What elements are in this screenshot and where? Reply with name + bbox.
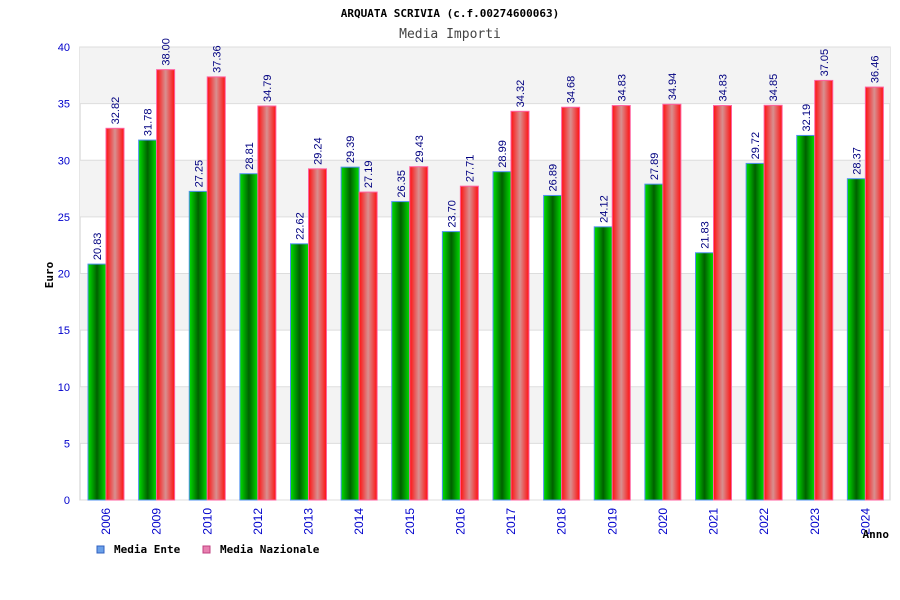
x-tick-label: 2006: [99, 508, 113, 535]
y-tick-label: 40: [58, 42, 70, 54]
bar-media-ente-2006: [87, 263, 107, 501]
y-tick-label: 0: [64, 495, 70, 507]
data-label: 34.83: [718, 74, 730, 102]
data-label: 29.39: [345, 136, 357, 164]
y-axis-label: Euro: [43, 261, 56, 288]
chart-title: ARQUATA SCRIVIA (c.f.00274600063): [341, 7, 560, 20]
bar-media-ente-2009: [138, 139, 158, 501]
x-tick-label: 2009: [150, 508, 164, 535]
x-tick-label: 2016: [453, 508, 467, 535]
data-label: 32.82: [110, 97, 122, 125]
bar-media-nazionale-2019: [611, 105, 631, 501]
bar-media-ente-2024: [846, 178, 866, 501]
data-label: 28.99: [497, 140, 509, 168]
legend-label-media-ente: Media Ente: [114, 543, 181, 556]
x-tick-label: 2023: [808, 508, 822, 535]
y-tick-label: 25: [58, 212, 70, 224]
bar-media-ente-2017: [492, 171, 512, 501]
data-label: 37.36: [211, 45, 223, 73]
bar-media-ente-2014: [340, 166, 360, 501]
x-tick-label: 2024: [858, 508, 872, 535]
data-label: 27.19: [363, 161, 375, 189]
data-label: 26.89: [548, 164, 560, 192]
bar-media-nazionale-2015: [409, 166, 429, 501]
data-label: 29.24: [313, 137, 325, 165]
x-tick-label: 2022: [757, 508, 771, 535]
bar-media-nazionale-2016: [459, 185, 479, 501]
bar-media-nazionale-2010: [206, 76, 226, 501]
data-label: 34.94: [667, 73, 679, 101]
x-tick-label: 2015: [403, 508, 417, 535]
data-label: 34.79: [262, 74, 274, 102]
bar-media-ente-2022: [745, 162, 765, 501]
data-label: 34.85: [768, 74, 780, 102]
bar-media-nazionale-2022: [763, 104, 783, 501]
x-tick-label: 2019: [605, 508, 619, 535]
data-label: 28.81: [244, 142, 256, 170]
bar-media-nazionale-2012: [257, 105, 277, 501]
bar-media-ente-2023: [796, 134, 816, 501]
data-label: 27.25: [193, 160, 205, 188]
data-label: 31.78: [143, 109, 155, 137]
legend: Media Ente Media Nazionale: [96, 543, 320, 556]
bar-media-nazionale-2021: [713, 105, 732, 501]
bar-media-nazionale-2017: [510, 110, 530, 501]
y-tick-label: 30: [58, 155, 70, 167]
bar-media-ente-2015: [391, 201, 411, 501]
x-tick-label: 2013: [302, 508, 316, 535]
y-tick-label: 35: [58, 99, 70, 111]
data-label: 24.12: [598, 195, 610, 223]
x-tick-label: 2021: [707, 508, 721, 535]
data-label: 29.43: [414, 135, 426, 163]
bar-media-nazionale-2023: [814, 79, 834, 501]
x-tick-label: 2014: [352, 508, 366, 535]
data-label: 20.83: [92, 233, 104, 261]
data-label: 36.46: [869, 56, 881, 84]
bar-media-nazionale-2013: [308, 168, 327, 501]
bar-media-ente-2020: [644, 183, 664, 501]
legend-swatch-media-ente: [96, 545, 105, 554]
bar-media-nazionale-2009: [156, 69, 176, 501]
x-axis-label: Anno: [863, 528, 890, 541]
data-label: 27.89: [649, 153, 661, 181]
data-label: 28.37: [851, 147, 863, 175]
y-tick-label: 15: [58, 325, 70, 337]
data-label: 38.00: [161, 38, 173, 66]
data-label: 34.83: [616, 74, 628, 102]
x-tick-label: 2017: [504, 508, 518, 535]
chart-subtitle: Media Importi: [399, 27, 501, 42]
bar-media-ente-2016: [441, 231, 461, 501]
data-label: 22.62: [295, 212, 307, 240]
bar-media-ente-2012: [239, 173, 259, 501]
bar-media-ente-2010: [188, 190, 208, 501]
x-tick-label: 2010: [200, 508, 214, 535]
data-label: 21.83: [700, 221, 712, 249]
bar-media-nazionale-2018: [561, 106, 581, 501]
bar-media-ente-2013: [290, 243, 309, 501]
data-label: 26.35: [396, 170, 408, 198]
legend-swatch-media-nazionale: [202, 545, 211, 554]
data-label: 34.68: [566, 76, 578, 104]
legend-label-media-nazionale: Media Nazionale: [220, 543, 320, 556]
data-label: 37.05: [819, 49, 831, 77]
bar-media-nazionale-2006: [105, 127, 125, 501]
y-tick-label: 5: [64, 438, 70, 450]
data-label: 34.32: [515, 80, 527, 108]
data-label: 32.19: [801, 104, 813, 132]
x-tick-label: 2020: [656, 508, 670, 535]
bar-media-ente-2019: [593, 226, 613, 501]
data-label: 23.70: [446, 200, 458, 228]
data-label: 27.71: [464, 155, 476, 183]
y-tick-label: 10: [58, 382, 70, 394]
x-tick-label: 2012: [251, 508, 265, 535]
bar-media-nazionale-2014: [358, 191, 378, 501]
bar-media-ente-2018: [543, 194, 563, 501]
bar-media-nazionale-2024: [864, 86, 884, 501]
bar-media-ente-2021: [695, 252, 714, 501]
bar-media-nazionale-2020: [662, 103, 682, 501]
data-label: 29.72: [750, 132, 762, 160]
x-tick-label: 2018: [555, 508, 569, 535]
y-tick-label: 20: [58, 269, 70, 281]
